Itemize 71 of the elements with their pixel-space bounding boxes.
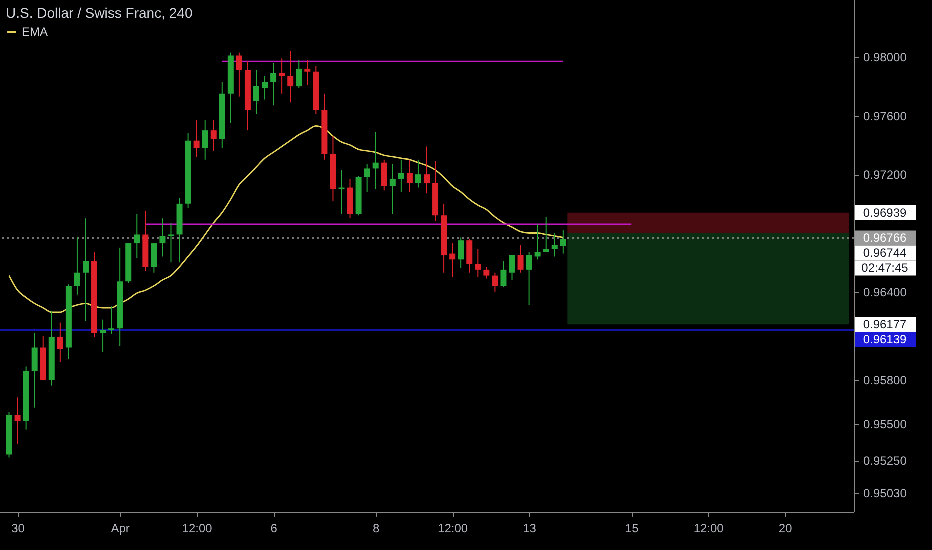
- ref-line-label: 0.96139: [863, 332, 908, 347]
- candlestick: [424, 146, 430, 194]
- candlestick: [518, 244, 524, 274]
- candlestick: [509, 254, 516, 281]
- candlestick: [100, 319, 106, 353]
- text: 02:47:45: [862, 261, 909, 276]
- candlestick: [526, 252, 532, 306]
- candlestick: [32, 332, 38, 408]
- x-tick-label: 13: [523, 522, 537, 536]
- y-tick-label: 0.95030: [864, 486, 908, 500]
- candlestick: [398, 159, 404, 193]
- y-tick-label: 0.96939: [863, 206, 908, 220]
- candlestick: [134, 214, 140, 259]
- candlestick: [270, 62, 277, 106]
- candlestick: [279, 58, 286, 94]
- candlestick: [304, 60, 311, 86]
- x-tick-label: 30: [12, 522, 26, 536]
- candlestick: [168, 222, 174, 264]
- candlestick: [194, 120, 200, 158]
- candlestick: [82, 218, 89, 322]
- candlestick: [14, 397, 21, 446]
- x-tick-label: 20: [778, 522, 793, 536]
- candlestick: [458, 237, 464, 269]
- candlestick: [450, 243, 456, 278]
- candlestick: [492, 272, 498, 292]
- candlestick: [57, 322, 64, 363]
- candlestick: [288, 50, 294, 104]
- candlestick: [381, 159, 388, 192]
- candlestick: [406, 159, 413, 193]
- candlestick: [372, 132, 379, 190]
- candlestick: [74, 237, 80, 296]
- candlestick: [560, 230, 566, 254]
- candlestick: [108, 306, 115, 335]
- candlestick: [543, 216, 550, 253]
- line-series: [8, 125, 564, 314]
- ref-line-label: 0.96766: [863, 231, 908, 246]
- candlestick: [151, 243, 158, 274]
- candlestick: [160, 218, 166, 258]
- chart-title: U.S. Dollar / Swiss Franc, 240: [6, 5, 193, 21]
- y-tick-label: 0.97200: [864, 168, 908, 182]
- y-tick-label: 0.96400: [864, 285, 908, 300]
- candlestick: [210, 120, 217, 152]
- candlestick: [364, 164, 370, 193]
- candlestick: [534, 224, 541, 260]
- legend-label: EMA: [22, 25, 48, 39]
- y-tick-label: 0.95500: [864, 417, 908, 432]
- candlestick: [552, 232, 558, 258]
- candlestick: [253, 70, 260, 115]
- y-tick-label: 0.95800: [864, 373, 908, 388]
- x-tick-label: 6: [270, 522, 278, 536]
- y-tick-label: 0.95250: [864, 454, 908, 468]
- x-tick-label: 12:00: [182, 522, 213, 536]
- candlestick: [390, 164, 396, 215]
- x-tick-label: 12:00: [438, 522, 468, 536]
- candlestick: [475, 248, 482, 278]
- text: 0.96744: [863, 246, 908, 260]
- x-tick-label: 8: [373, 522, 380, 536]
- candlestick: [236, 52, 242, 98]
- candlestick: [466, 238, 473, 274]
- x-tick-label: Apr: [111, 522, 130, 536]
- x-tick-label: 15: [625, 522, 640, 536]
- candlestick: [262, 76, 268, 100]
- x-tick-label: 12:00: [694, 522, 724, 536]
- candlestick: [202, 120, 208, 160]
- y-tick-label: 0.97600: [864, 109, 908, 124]
- candlestick: [484, 266, 490, 280]
- y-tick-label: 0.96177: [863, 318, 908, 332]
- candlestick: [296, 60, 302, 89]
- candlestick: [500, 260, 507, 288]
- candlestick: [415, 159, 422, 188]
- y-tick-label: 0.98000: [864, 50, 908, 65]
